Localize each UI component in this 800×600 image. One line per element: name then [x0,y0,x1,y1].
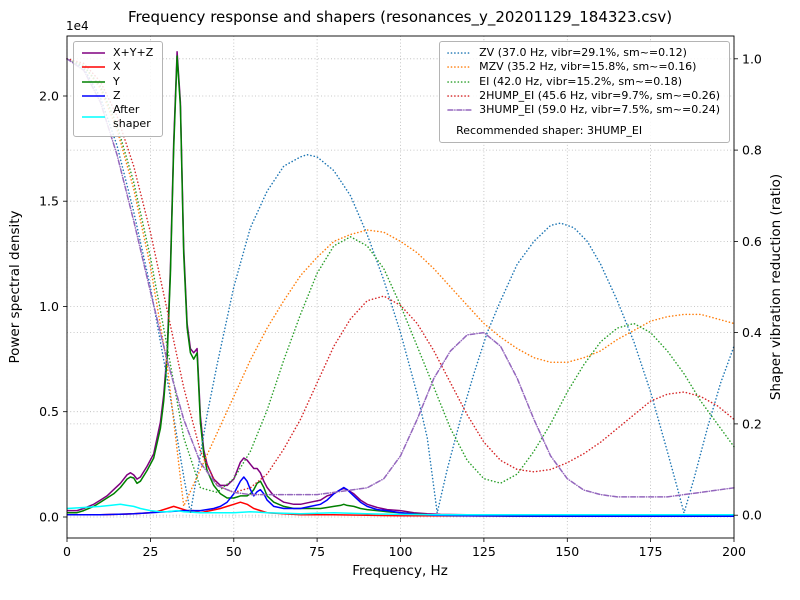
series-MZV [66,58,735,507]
legend-label: Z [113,88,121,102]
series-After shaper [66,503,734,516]
y-left-tick-label: 0.5 [39,404,59,419]
legend-line-sample [447,95,472,97]
legend-line-sample [447,66,472,69]
legend-line-sample [82,52,105,54]
series-2HUMP_EI [66,58,735,494]
series-Y [67,55,734,518]
legend-line-sample [82,116,105,119]
legend-item-X: X [81,60,153,74]
legend-line-sample [82,95,105,97]
legend-label: EI (42.0 Hz, vibr=15.2%, sm~=0.18) [479,74,683,88]
legend-label: Y [113,74,120,88]
y-right-axis-label: Shaper vibration reduction (ratio) [768,174,784,400]
legend-label: X+Y+Z [113,46,154,59]
legend-line-sample [82,80,105,83]
legend-item-ZV: ZV (37.0 Hz, vibr=29.1%, sm~=0.12) [447,46,720,60]
legend-item-2HUMP_EI: 2HUMP_EI (45.6 Hz, vibr=9.7%, sm~=0.26) [447,89,720,103]
y-right-tick-label: 0.6 [742,234,762,249]
legend-label: MZV (35.2 Hz, vibr=15.8%, sm~=0.16) [479,60,697,74]
legend-psd: X+Y+Z X Y Z After shaper [73,41,164,137]
legend-item-MZV: MZV (35.2 Hz, vibr=15.8%, sm~=0.16) [447,60,720,74]
legend-line-sample [447,80,472,83]
x-tick-label: 0 [63,544,71,559]
shaper-curves [66,58,735,514]
legend-label: X [113,60,121,74]
legend-line-sample [447,52,472,54]
legend-shapers-items: ZV (37.0 Hz, vibr=29.1%, sm~=0.12) MZV (3… [447,46,720,117]
legend-item-3HUMP_EI: 3HUMP_EI (59.0 Hz, vibr=7.5%, sm~=0.24) [447,103,720,117]
y-left-tick-label: 1.5 [39,194,59,209]
series-X+Y+Z [67,51,734,517]
legend-item-Z: Z [81,89,153,103]
legend-shapers: ZV (37.0 Hz, vibr=29.1%, sm~=0.12) MZV (3… [439,41,730,144]
y-right-tick-label: 0.8 [742,143,762,158]
legend-line-sample [447,109,472,112]
x-tick-label: 200 [722,544,746,559]
series-3HUMP_EI [66,58,735,498]
legend-label: ZV (37.0 Hz, vibr=29.1%, sm~=0.12) [479,46,687,59]
series-Z [67,476,734,518]
x-tick-label: 50 [226,544,242,559]
y-right-tick-label: 0.0 [742,508,762,523]
legend-label: 3HUMP_EI (59.0 Hz, vibr=7.5%, sm~=0.24) [479,103,720,117]
series-X [67,501,735,518]
y-right-tick-label: 0.2 [742,416,762,431]
legend-item-EI: EI (42.0 Hz, vibr=15.2%, sm~=0.18) [447,75,720,89]
legend-label: After shaper [113,103,151,131]
x-tick-label: 150 [555,544,579,559]
legend-item-X-Y-Z: X+Y+Z [81,46,153,60]
y-axis-offset-text: 1e4 [66,19,89,33]
legend-item-Y: Y [81,75,153,89]
axis-ticks: 0 25 50 75 100 125 150 175 200 0.0 0.5 1.0 1.5 2.0 0.0… [39,51,762,559]
y-left-tick-label: 0.0 [39,510,59,525]
chart-title: Frequency response and shapers (resonanc… [128,8,672,27]
x-tick-label: 25 [142,544,158,559]
legend-item-After-shaper: After shaper [81,103,153,132]
x-tick-label: 175 [639,544,663,559]
y-right-tick-label: 0.4 [742,325,762,340]
y-left-tick-label: 1.0 [39,299,59,314]
y-left-tick-label: 2.0 [39,89,59,104]
psd-curves [66,51,735,518]
legend-label: 2HUMP_EI (45.6 Hz, vibr=9.7%, sm~=0.26) [479,88,720,102]
recommended-shaper-note: Recommended shaper: 3HUMP_EI [456,124,643,138]
y-right-tick-label: 1.0 [742,51,762,66]
y-left-axis-label: Power spectral density [7,210,23,363]
x-axis-label: Frequency, Hz [352,563,448,579]
legend-psd-items: X+Y+Z X Y Z After shaper [81,46,153,132]
x-tick-label: 125 [472,544,496,559]
x-tick-label: 100 [389,544,413,559]
x-tick-label: 75 [309,544,325,559]
legend-line-sample [82,66,105,69]
